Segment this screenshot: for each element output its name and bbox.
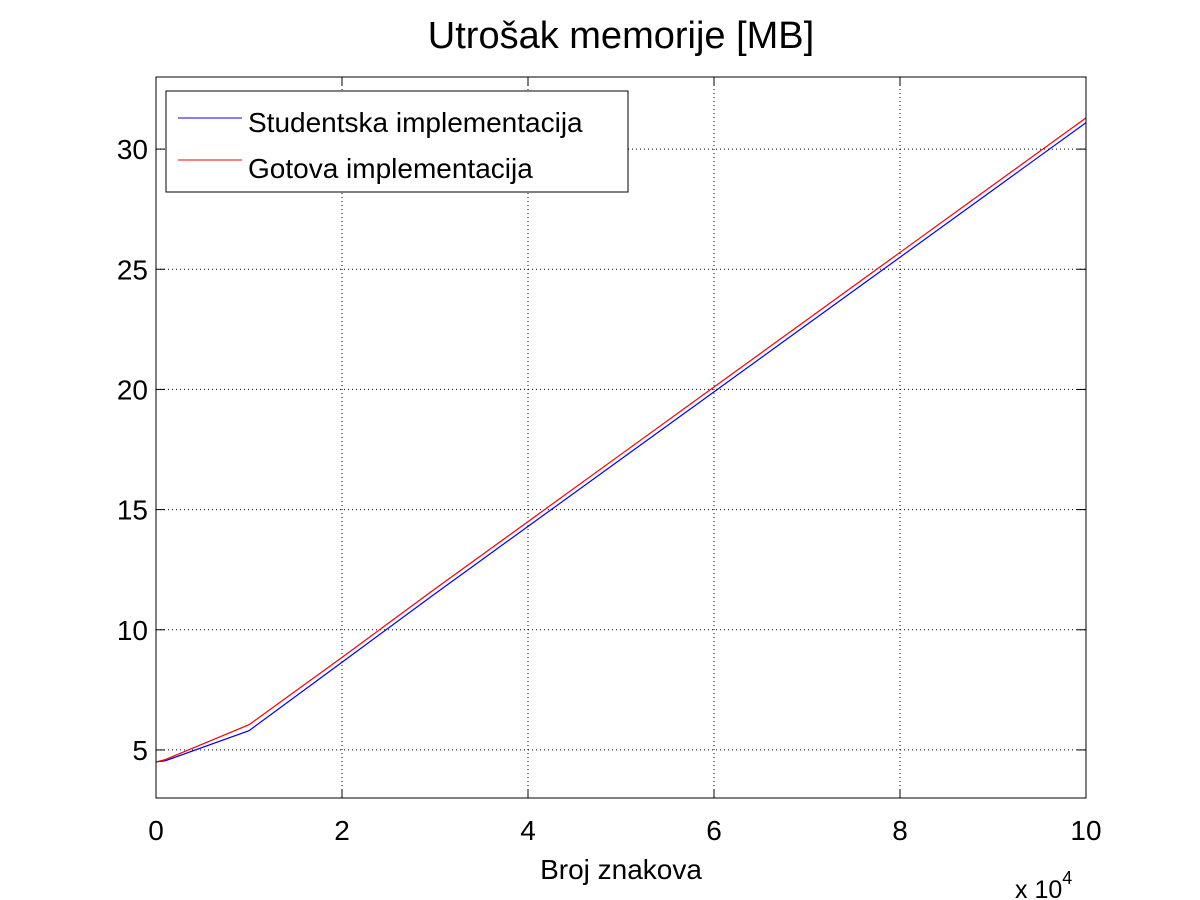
legend-label-studentska: Studentska implementacija xyxy=(248,107,583,138)
x-tick-label: 2 xyxy=(334,815,350,846)
y-tick-label: 5 xyxy=(132,735,148,766)
x-axis-multiplier: x 104 xyxy=(1015,868,1072,900)
x-axis-multiplier-exponent: 4 xyxy=(1062,868,1072,888)
x-tick-label: 4 xyxy=(520,815,536,846)
legend: Studentska implementacija Gotova impleme… xyxy=(165,90,629,193)
x-tick-label: 6 xyxy=(706,815,722,846)
y-tick-label: 25 xyxy=(117,254,148,285)
x-tick-label: 8 xyxy=(892,815,908,846)
y-tick-label: 30 xyxy=(117,134,148,165)
y-tick-label: 20 xyxy=(117,374,148,405)
x-axis-label: Broj znakova xyxy=(540,854,702,885)
y-tick-label: 15 xyxy=(117,495,148,526)
series-layer xyxy=(155,117,1087,763)
chart-title: Utrošak memorije [MB] xyxy=(428,15,814,57)
legend-label-gotova: Gotova implementacija xyxy=(248,153,533,184)
plot-area-frame xyxy=(155,76,1087,799)
x-tick-label: 10 xyxy=(1070,815,1101,846)
legend-box xyxy=(165,90,629,193)
x-axis-multiplier-base: x 10 xyxy=(1015,876,1062,900)
ticks: 0 2 4 6 8 10 5 10 15 20 25 30 xyxy=(117,77,1102,846)
y-tick-label: 10 xyxy=(117,615,148,646)
series-line-studentska xyxy=(155,122,1087,763)
x-tick-label: 0 xyxy=(148,815,164,846)
series-line-gotova xyxy=(155,117,1087,763)
